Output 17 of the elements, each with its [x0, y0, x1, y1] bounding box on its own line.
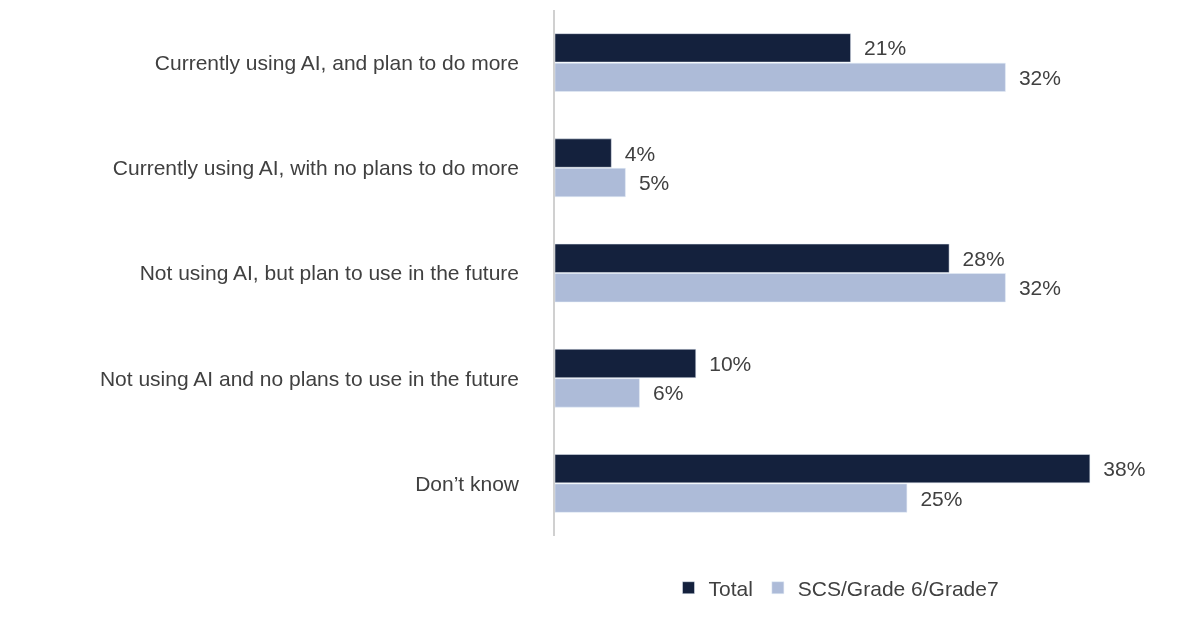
- data-label: 10%: [698, 351, 752, 375]
- data-label: 5%: [628, 171, 670, 195]
- data-label: 25%: [909, 486, 963, 510]
- legend-label: SCS/Grade 6/Grade7: [797, 576, 999, 600]
- data-label: 6%: [642, 381, 684, 405]
- data-label: 21%: [853, 36, 907, 60]
- legend-label: Total: [708, 576, 753, 600]
- y-tick-label: Not using AI and no plans to use in the future: [99, 366, 520, 390]
- data-label: 28%: [952, 246, 1005, 270]
- data-label: 4%: [614, 141, 656, 165]
- y-tick-label: Don’t know: [415, 471, 520, 495]
- y-tick-label: Currently using AI, with no plans to do more: [112, 156, 520, 180]
- data-label: 32%: [1008, 276, 1061, 300]
- y-tick-label: Not using AI, but plan to use in the future: [139, 261, 520, 285]
- data-label: 32%: [1008, 65, 1061, 89]
- data-label: 38%: [1092, 457, 1146, 481]
- y-tick-label: Currently using AI, and plan to do more: [154, 50, 520, 74]
